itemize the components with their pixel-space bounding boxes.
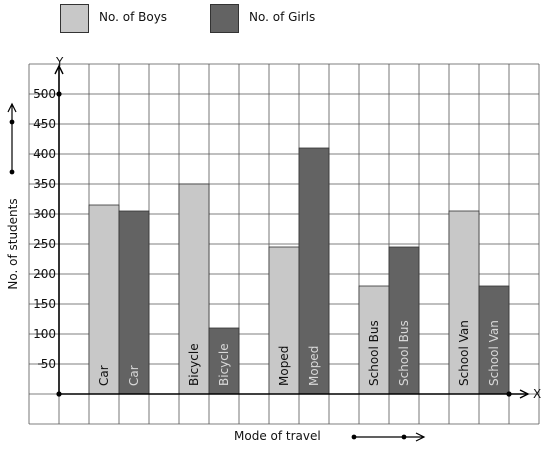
- y-direction-arrowhead: [7, 102, 17, 113]
- bar-moped-girls: [298, 147, 330, 395]
- y-direction-dot: [9, 169, 15, 175]
- x-axis-arrow: [519, 389, 530, 399]
- bar-school-van-girls: [478, 285, 510, 395]
- y-tick-label: 450: [33, 117, 56, 131]
- y-tick-label: 350: [33, 177, 56, 191]
- legend-swatch-girls: [210, 4, 239, 33]
- bar-label-school-bus-boys: School Bus: [367, 320, 381, 386]
- y-tick-label: 300: [33, 207, 56, 221]
- bar-label-car-boys: Car: [97, 365, 111, 386]
- x-axis-title: Mode of travel: [234, 429, 321, 443]
- bar-label-school-bus-girls: School Bus: [397, 320, 411, 386]
- bar-moped-boys: [268, 246, 300, 395]
- bar-label-bicycle-girls: Bicycle: [217, 343, 231, 386]
- y-tick-label: 100: [33, 327, 56, 341]
- x-direction-dot: [351, 434, 357, 440]
- y-axis-title: No. of students: [6, 198, 20, 290]
- bar-label-school-van-boys: School Van: [457, 320, 471, 386]
- y-direction-dot: [9, 119, 15, 125]
- legend-label-girls: No. of Girls: [249, 10, 316, 24]
- y-tick-label: 500: [33, 87, 56, 101]
- y-tick-label: 150: [33, 297, 56, 311]
- bar-bicycle-boys: [178, 183, 210, 395]
- bar-label-school-van-girls: School Van: [487, 320, 501, 386]
- y-axis-dot: [56, 91, 62, 97]
- legend-swatch-boys: [60, 4, 89, 33]
- y-axis-arrow: [54, 64, 64, 75]
- bar-school-van-boys: [448, 210, 480, 395]
- y-tick-label: 250: [33, 237, 56, 251]
- y-tick-label: 200: [33, 267, 56, 281]
- legend-label-boys: No. of Boys: [99, 10, 168, 24]
- x-axis-letter: X: [533, 387, 541, 401]
- bar-label-moped-girls: Moped: [307, 346, 321, 386]
- origin-dot: [56, 391, 62, 397]
- bar-school-bus-girls: [388, 246, 420, 395]
- bar-label-car-girls: Car: [127, 365, 141, 386]
- bar-car-girls: [118, 210, 150, 395]
- x-direction-dot: [401, 434, 407, 440]
- x-axis-dot: [506, 391, 512, 397]
- bar-label-moped-boys: Moped: [277, 346, 291, 386]
- y-tick-label: 50: [41, 357, 56, 371]
- x-direction-arrowhead: [415, 432, 426, 442]
- bar-car-boys: [88, 204, 120, 395]
- y-tick-label: 400: [33, 147, 56, 161]
- y-axis-letter: Y: [55, 55, 64, 69]
- bar-label-bicycle-boys: Bicycle: [187, 343, 201, 386]
